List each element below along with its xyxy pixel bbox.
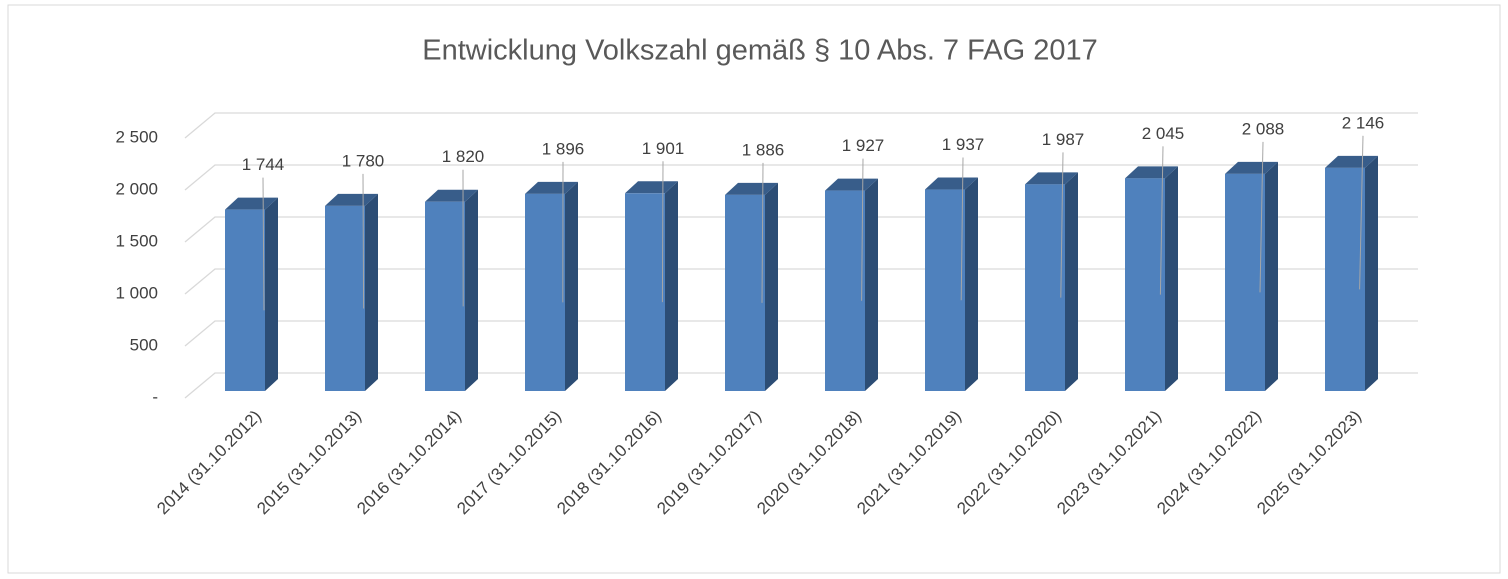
data-label: 1 927 (842, 136, 885, 155)
data-label: 1 780 (342, 151, 385, 170)
grid-line (184, 112, 1418, 139)
leader-line (761, 162, 764, 303)
bar-side (665, 181, 678, 391)
bar (725, 194, 765, 391)
bar-top (325, 193, 378, 206)
bar (225, 209, 265, 391)
bar (925, 189, 965, 391)
leader-line (1159, 146, 1164, 295)
data-label: 1 886 (742, 140, 785, 159)
bar-top (925, 177, 978, 190)
grid-line (184, 164, 1418, 191)
bar-top (525, 181, 578, 194)
bar-side (1065, 172, 1078, 391)
bar-side (465, 189, 478, 391)
bar-top (825, 178, 878, 191)
bar (1125, 178, 1165, 391)
data-label: 1 901 (642, 139, 685, 158)
bar-top (725, 182, 778, 195)
bar-top (625, 181, 678, 194)
y-tick-label: 1 000 (115, 283, 158, 302)
bar-side (365, 193, 378, 391)
bar-side (265, 197, 278, 391)
data-label: 1 896 (542, 139, 585, 158)
y-tick-label: - (152, 387, 158, 406)
bar (1325, 167, 1365, 391)
data-label: 2 146 (1342, 113, 1385, 132)
bar-side (1165, 166, 1178, 391)
bar-top (1225, 161, 1278, 174)
grid-line (184, 216, 1418, 243)
leader-line (661, 161, 664, 303)
bar-side (965, 177, 978, 391)
leader-line (362, 173, 365, 309)
bar-top (225, 197, 278, 210)
y-tick-label: 1 500 (115, 231, 158, 250)
bar-side (1265, 161, 1278, 391)
bar (425, 201, 465, 391)
leader-line (1060, 152, 1064, 298)
leader-line (262, 177, 265, 311)
grid-line (184, 372, 1418, 399)
bar-side (865, 178, 878, 391)
bar-side (565, 181, 578, 391)
bar (525, 193, 565, 391)
data-label: 1 937 (942, 135, 985, 154)
data-label: 2 088 (1242, 119, 1285, 138)
data-label: 2 045 (1142, 124, 1185, 143)
bar-side (1365, 155, 1378, 391)
y-tick-label: 500 (130, 335, 158, 354)
grid-line (184, 268, 1418, 295)
data-label: 1 820 (442, 147, 485, 166)
bar-top (425, 189, 478, 202)
leader-line (861, 158, 864, 301)
bar-top (1325, 155, 1378, 168)
bar (1225, 173, 1265, 391)
data-label: 1 744 (242, 155, 285, 174)
chart-title: Entwicklung Volkszahl gemäß § 10 Abs. 7 … (422, 35, 1097, 67)
bar (1025, 184, 1065, 391)
bar-side (765, 182, 778, 391)
bar-top (1125, 166, 1178, 179)
grid-line (184, 320, 1418, 347)
bar-top (1025, 172, 1078, 185)
y-tick-label: 2 500 (115, 127, 158, 146)
bar (325, 205, 365, 391)
leader-line (1359, 135, 1364, 290)
leader-line (960, 157, 964, 301)
data-label: 1 987 (1042, 130, 1085, 149)
y-tick-label: 2 000 (115, 179, 158, 198)
bar (825, 190, 865, 391)
bar (625, 193, 665, 391)
leader-line (1259, 141, 1264, 293)
